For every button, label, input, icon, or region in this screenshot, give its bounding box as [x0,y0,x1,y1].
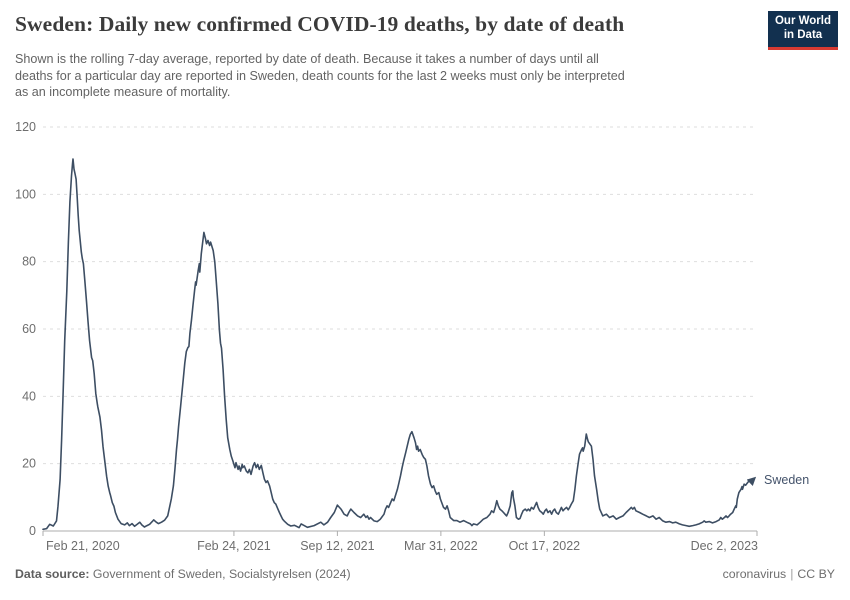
footer-divider: | [790,567,794,581]
owid-logo: Our World in Data [768,11,838,50]
subtitle-line: as an incomplete measure of mortality. [15,85,231,100]
owid-logo-line2: in Data [783,29,823,41]
y-tick-label: 40 [22,389,36,403]
footer-right: coronavirus | CC BY [723,567,835,581]
x-tick-label: Dec 2, 2023 [691,539,758,553]
page-title: Sweden: Daily new confirmed COVID-19 dea… [15,12,625,36]
chart-subtitle: Shown is the rolling 7-day average, repo… [15,51,755,101]
subtitle-line: Shown is the rolling 7-day average, repo… [15,52,599,66]
x-tick-label: Oct 17, 2022 [509,539,581,553]
x-tick-label: Sep 12, 2021 [300,539,374,553]
data-line-sweden [42,158,757,531]
x-tick-label: Feb 21, 2020 [46,539,120,553]
series-label-sweden: Sweden [764,473,809,487]
subtitle-line: deaths for a particular day are reported… [15,68,625,83]
data-source-label: Data source: [15,567,90,581]
y-tick-label: 0 [29,524,36,538]
data-source: Data source: Government of Sweden, Socia… [15,567,351,581]
y-tick-label: 120 [15,120,36,134]
chart-footer: Data source: Government of Sweden, Socia… [15,567,835,581]
y-tick-label: 20 [22,457,36,471]
data-source-value: Government of Sweden, Socialstyrelsen (2… [89,567,351,581]
x-tick-label: Mar 31, 2022 [404,539,478,553]
footer-license: CC BY [797,567,835,581]
y-tick-label: 100 [15,187,36,201]
footer-note: coronavirus [722,567,787,581]
owid-logo-line1: Our World [774,15,831,27]
x-tick-label: Feb 24, 2021 [197,539,271,553]
y-tick-label: 60 [22,322,36,336]
y-tick-label: 80 [22,255,36,269]
